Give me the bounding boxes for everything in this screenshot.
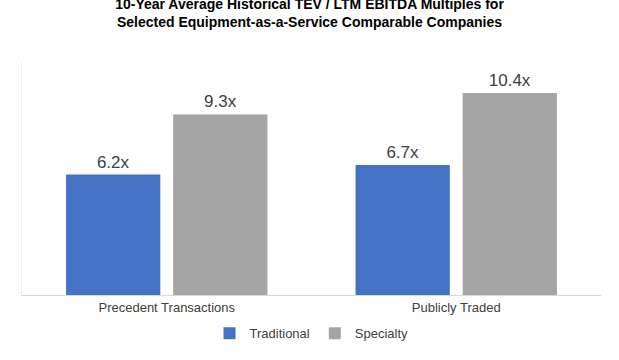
svg-text:Traditional: Traditional xyxy=(250,326,310,341)
svg-text:Precedent Transactions: Precedent Transactions xyxy=(98,300,235,315)
svg-text:10.4x: 10.4x xyxy=(489,71,531,90)
svg-text:6.2x: 6.2x xyxy=(97,153,130,172)
svg-text:6.7x: 6.7x xyxy=(386,143,419,162)
svg-text:9.3x: 9.3x xyxy=(204,92,237,111)
svg-text:10-Year Average Historical TEV: 10-Year Average Historical TEV / LTM EBI… xyxy=(115,0,504,30)
svg-text:Specialty: Specialty xyxy=(355,326,408,341)
svg-text:Publicly Traded: Publicly Traded xyxy=(412,300,501,315)
